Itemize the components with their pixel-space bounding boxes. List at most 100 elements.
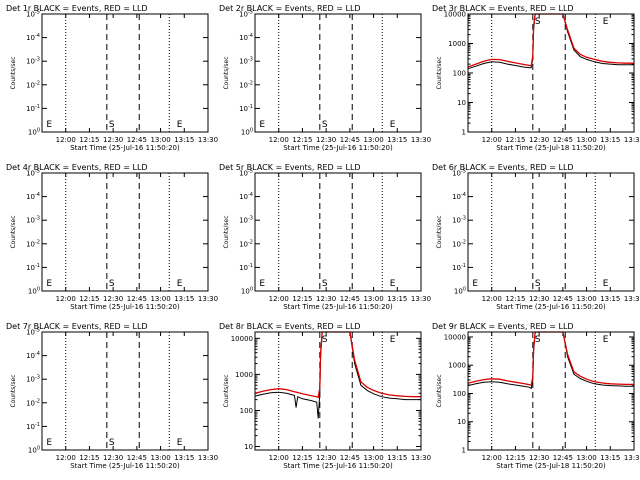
marker-label-e: E [177, 279, 183, 289]
y-tick-label: 100 [28, 446, 40, 455]
x-tick-label: 12:00 [482, 454, 502, 462]
x-axis-label: Start Time (25-Jul-16 11:50:20) [70, 303, 180, 311]
plot-frame [41, 172, 209, 292]
x-tick-label: 12:45 [553, 295, 573, 303]
y-tick-label: 10-3 [239, 216, 253, 225]
x-tick-label: 13:00 [363, 136, 383, 144]
y-axis-label: Counts/sec [223, 374, 230, 407]
y-tick-label: 10-5 [239, 10, 253, 19]
x-tick-label: 12:15 [505, 454, 525, 462]
x-tick-label: 13:15 [600, 295, 620, 303]
y-axis-label: Counts/sec [10, 215, 17, 248]
y-tick-label: 10-3 [26, 57, 40, 66]
x-tick-label: 13:15 [174, 295, 194, 303]
detector-panel: Det 7r BLACK = Events, RED = LLD Counts/s… [6, 322, 218, 470]
detector-panel: Det 4r BLACK = Events, RED = LLD Counts/s… [6, 163, 218, 311]
x-tick-label: 13:30 [198, 454, 218, 462]
x-tick-label: 12:00 [56, 295, 76, 303]
y-tick-label: 100 [454, 287, 466, 296]
x-tick-label: 12:30 [103, 295, 123, 303]
marker-label-e: E [603, 17, 609, 27]
x-axis-label: Start Time (25-Jul-16 11:50:20) [283, 144, 393, 152]
panel-title: Det 6r BLACK = Events, RED = LLD [432, 163, 574, 172]
x-tick-label: 12:45 [127, 454, 147, 462]
marker-label-s: S [109, 438, 115, 448]
x-tick-label: 13:00 [576, 136, 596, 144]
marker-label-s: S [322, 335, 328, 345]
y-tick-label: 10-5 [452, 169, 466, 178]
marker-label-e: E [177, 120, 183, 130]
x-tick-label: 12:00 [269, 454, 289, 462]
panel-title: Det 3r BLACK = Events, RED = LLD [432, 4, 574, 13]
detector-panel: Det 8r BLACK = Events, RED = LLD Counts/s… [219, 322, 431, 470]
detector-panel: Det 2r BLACK = Events, RED = LLD Counts/s… [219, 4, 431, 152]
plot-frame [254, 331, 422, 451]
marker-label-e: E [46, 279, 52, 289]
x-tick-label: 12:15 [79, 295, 99, 303]
y-tick-label: 1 [462, 129, 466, 137]
y-tick-label: 10-4 [239, 33, 253, 42]
y-tick-label: 10000 [444, 333, 466, 341]
y-tick-label: 10-2 [26, 239, 40, 248]
x-tick-label: 12:45 [340, 136, 360, 144]
y-axis-label: Counts/sec [436, 374, 443, 407]
x-tick-label: 12:00 [269, 295, 289, 303]
y-tick-label: 10-1 [26, 263, 40, 272]
plot-frame [254, 13, 422, 133]
x-tick-label: 12:15 [292, 136, 312, 144]
panel-title: Det 9r BLACK = Events, RED = LLD [432, 322, 574, 331]
marker-label-e: E [259, 279, 265, 289]
lld-series-line [467, 331, 634, 387]
x-tick-label: 13:30 [411, 454, 431, 462]
x-tick-label: 12:15 [505, 136, 525, 144]
x-tick-label: 12:45 [340, 295, 360, 303]
x-tick-label: 12:45 [340, 454, 360, 462]
x-tick-label: 12:00 [482, 295, 502, 303]
y-tick-label: 10-5 [26, 10, 40, 19]
x-tick-label: 12:00 [482, 136, 502, 144]
y-tick-label: 10-5 [239, 169, 253, 178]
x-tick-label: 13:00 [363, 295, 383, 303]
y-axis-label: Counts/sec [223, 56, 230, 89]
detector-panel: Det 9r BLACK = Events, RED = LLD Counts/s… [432, 322, 640, 470]
x-axis-label: Start Time (25-Jul-16 11:50:20) [496, 303, 606, 311]
y-tick-label: 1 [462, 447, 466, 455]
lld-series-line [254, 331, 421, 399]
y-tick-label: 1000 [448, 362, 466, 370]
y-tick-label: 100 [453, 390, 466, 398]
y-tick-label: 10-2 [26, 80, 40, 89]
y-axis-label: Counts/sec [10, 56, 17, 89]
x-tick-label: 13:15 [600, 454, 620, 462]
panel-title: Det 2r BLACK = Events, RED = LLD [219, 4, 361, 13]
x-tick-label: 12:30 [103, 136, 123, 144]
y-tick-label: 10-3 [452, 216, 466, 225]
y-tick-label: 10-1 [239, 263, 253, 272]
x-tick-label: 12:45 [553, 136, 573, 144]
x-tick-label: 13:15 [387, 454, 407, 462]
plot-frame [467, 172, 635, 292]
x-tick-label: 13:00 [576, 295, 596, 303]
x-axis-label: Start Time (25-Jul-16 11:50:20) [283, 462, 393, 470]
x-tick-label: 13:30 [624, 295, 640, 303]
x-tick-label: 13:00 [150, 454, 170, 462]
y-tick-label: 100 [240, 407, 253, 415]
x-tick-label: 12:15 [79, 454, 99, 462]
y-tick-label: 100 [28, 287, 40, 296]
y-tick-label: 10-3 [26, 216, 40, 225]
x-tick-label: 13:00 [363, 454, 383, 462]
y-tick-label: 10-1 [26, 422, 40, 431]
y-tick-label: 10-4 [239, 192, 253, 201]
marker-label-e: E [603, 279, 609, 289]
x-axis-label: Start Time (25-Jul-18 11:50:20) [496, 462, 606, 470]
marker-label-e: E [390, 279, 396, 289]
panel-title: Det 7r BLACK = Events, RED = LLD [6, 322, 148, 331]
x-tick-label: 13:30 [411, 295, 431, 303]
plot-frame [41, 331, 209, 451]
plot-frame [254, 172, 422, 292]
x-tick-label: 12:30 [316, 454, 336, 462]
events-series-line [254, 331, 421, 419]
x-tick-label: 12:00 [269, 136, 289, 144]
y-tick-label: 10000 [444, 11, 466, 19]
x-tick-label: 13:00 [150, 136, 170, 144]
